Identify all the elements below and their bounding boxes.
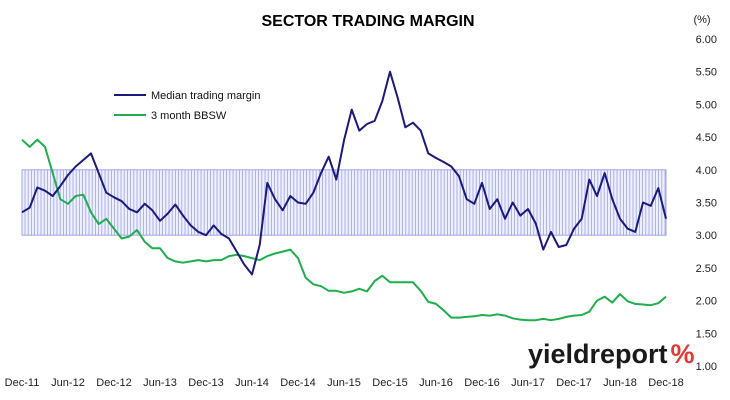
x-tick-label: Jun-15 xyxy=(327,377,361,389)
x-tick-label: Jun-12 xyxy=(51,377,85,389)
axis-ticks: 1.00 1.50 2.00 2.50 3.00 3.50 4.00 4.50 5.00 5.50… xyxy=(5,34,717,389)
x-tick-label: Jun-14 xyxy=(235,377,269,389)
band-rect xyxy=(21,169,667,236)
y-tick-label: 5.00 xyxy=(696,99,717,111)
y-tick-label: 1.50 xyxy=(696,328,717,340)
chart-title: SECTOR TRADING MARGIN xyxy=(261,13,474,30)
y-tick-label: 5.50 xyxy=(696,67,717,79)
legend-label-bbsw: 3 month BBSW xyxy=(151,110,227,122)
x-tick-label: Dec-11 xyxy=(5,377,40,389)
series-line-median-trading-margin xyxy=(21,70,667,276)
x-tick-label: Dec-12 xyxy=(96,377,131,389)
y-tick-label: 4.00 xyxy=(696,165,717,177)
y-tick-label: 3.50 xyxy=(696,198,717,210)
legend-label-median: Median trading margin xyxy=(151,90,260,102)
series-line-bbsw xyxy=(21,138,667,322)
x-tick-label: Dec-16 xyxy=(464,377,499,389)
y-tick-label: 3.00 xyxy=(696,230,717,242)
x-tick-label: Dec-13 xyxy=(188,377,223,389)
x-tick-label: Jun-16 xyxy=(419,377,453,389)
y-tick-label: 2.50 xyxy=(696,263,717,275)
x-tick-label: Jun-17 xyxy=(511,377,545,389)
x-tick-label: Jun-13 xyxy=(143,377,177,389)
range-band xyxy=(21,169,667,236)
unit-label: (%) xyxy=(693,14,710,26)
x-tick-label: Dec-17 xyxy=(556,377,591,389)
yieldreport-logo: yieldreport% xyxy=(528,339,695,369)
legend: Median trading margin 3 month BBSW xyxy=(114,90,260,122)
series-lines xyxy=(21,70,667,322)
x-tick-label: Dec-14 xyxy=(280,377,315,389)
y-tick-label: 6.00 xyxy=(696,34,717,46)
x-tick-label: Dec-18 xyxy=(648,377,683,389)
y-tick-label: 2.00 xyxy=(696,296,717,308)
y-tick-label: 4.50 xyxy=(696,132,717,144)
x-tick-label: Dec-15 xyxy=(372,377,407,389)
y-tick-label: 1.00 xyxy=(696,361,717,373)
x-tick-label: Jun-18 xyxy=(603,377,637,389)
logo-wordmark: yieldreport% xyxy=(528,339,695,369)
